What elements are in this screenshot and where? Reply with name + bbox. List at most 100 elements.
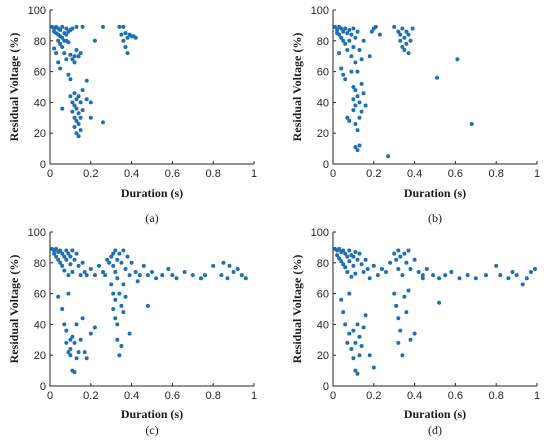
data-point: [66, 251, 71, 256]
data-point: [396, 340, 401, 345]
data-point: [520, 282, 525, 287]
data-point: [412, 257, 417, 262]
points-d: [333, 246, 537, 376]
data-point: [396, 267, 401, 271]
data-point: [119, 32, 124, 37]
data-point: [510, 270, 515, 274]
data-point: [394, 257, 399, 262]
data-point: [88, 267, 93, 271]
x-tick-label: 0: [330, 168, 336, 180]
data-point: [363, 257, 368, 262]
data-point: [80, 316, 85, 321]
data-point: [54, 254, 59, 259]
data-point: [347, 259, 352, 264]
y-tick-label: 0: [323, 381, 329, 393]
data-point: [88, 331, 93, 336]
data-point: [121, 282, 126, 287]
data-point: [117, 291, 122, 296]
data-point: [465, 273, 470, 278]
data-point: [367, 353, 372, 358]
data-point: [56, 294, 61, 299]
data-point: [78, 273, 83, 278]
data-point: [72, 340, 77, 345]
data-point: [74, 118, 79, 123]
data-point: [341, 38, 346, 43]
y-tick-label: 20: [34, 128, 46, 140]
x-tick-label: 0: [47, 168, 53, 180]
y-tick-label: 60: [317, 67, 329, 79]
x-tick-label: 0.6: [165, 390, 180, 402]
data-point: [170, 273, 175, 278]
data-point: [345, 340, 350, 345]
data-point: [351, 97, 356, 102]
data-point: [455, 57, 460, 62]
data-point: [113, 297, 118, 302]
data-point: [351, 85, 356, 89]
data-point: [60, 45, 65, 49]
y-tick-label: 80: [34, 258, 46, 270]
x-tick-label: 0.4: [407, 168, 422, 180]
x-tick-label: 1: [251, 168, 257, 180]
data-point: [74, 106, 79, 111]
data-point: [345, 115, 350, 120]
data-point: [58, 28, 63, 32]
data-point: [343, 322, 348, 327]
data-point: [337, 256, 342, 261]
data-point: [60, 263, 65, 268]
data-point: [125, 254, 130, 259]
axis-box-c: [49, 232, 254, 387]
data-point: [119, 344, 124, 348]
x-axis-label-a: Duration (s): [121, 186, 183, 200]
data-point: [347, 28, 352, 32]
data-point: [408, 38, 413, 43]
data-point: [97, 263, 101, 268]
data-point: [361, 270, 366, 274]
data-point: [60, 35, 65, 40]
data-point: [351, 108, 356, 113]
data-point: [60, 251, 65, 256]
points-a: [50, 24, 138, 139]
data-point: [166, 267, 171, 271]
data-point: [341, 29, 346, 34]
points-c: [50, 246, 248, 375]
data-point: [353, 35, 358, 40]
data-point: [117, 251, 122, 256]
x-tick-label: 0.2: [366, 390, 381, 402]
data-point: [52, 251, 57, 256]
data-point: [199, 276, 203, 281]
data-point: [343, 26, 348, 31]
data-point: [127, 273, 132, 278]
data-point: [335, 253, 340, 258]
data-point: [243, 276, 248, 281]
data-point: [84, 97, 89, 102]
data-point: [84, 273, 89, 278]
x-tick-label: 0.4: [124, 390, 139, 402]
data-point: [115, 322, 120, 327]
data-point: [82, 350, 87, 355]
data-point: [528, 270, 533, 274]
data-point: [351, 356, 356, 361]
x-tick-label: 0.2: [83, 390, 98, 402]
data-point: [137, 273, 142, 278]
y-tick-label: 40: [317, 319, 329, 331]
data-point: [408, 337, 413, 342]
x-tick-label: 0.8: [489, 168, 504, 180]
x-tick-label: 0.8: [489, 390, 504, 402]
data-point: [80, 260, 85, 265]
y-tick-label: 100: [28, 5, 46, 17]
data-point: [359, 344, 364, 348]
data-point: [58, 248, 63, 253]
data-point: [363, 103, 368, 108]
data-point: [355, 371, 360, 376]
data-point: [339, 26, 344, 31]
data-point: [125, 35, 130, 40]
data-point: [64, 248, 69, 253]
points-b: [333, 24, 474, 159]
data-point: [231, 270, 236, 274]
data-point: [337, 32, 342, 37]
data-point: [437, 300, 442, 305]
y-tick-label: 0: [323, 159, 329, 171]
data-point: [64, 340, 69, 345]
data-point: [70, 100, 75, 105]
